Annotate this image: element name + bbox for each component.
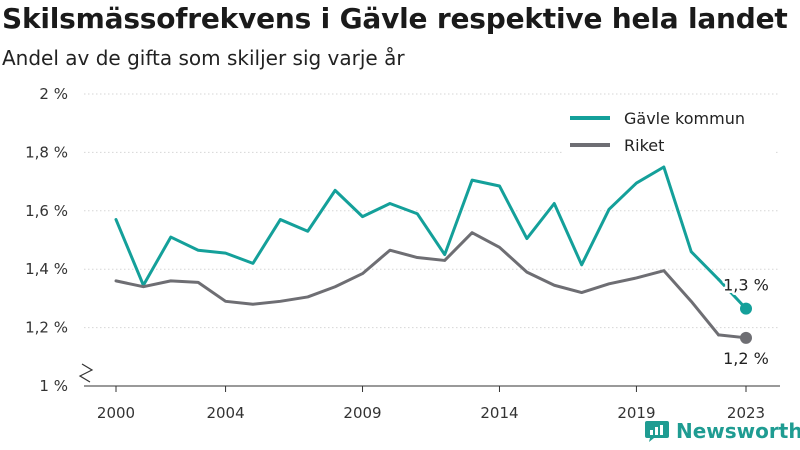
legend-label-0: Gävle kommun: [624, 109, 745, 128]
end-label-1: 1,2 %: [723, 349, 769, 368]
end-label-0: 1,3 %: [723, 276, 769, 295]
legend: Gävle kommun Riket: [562, 100, 774, 158]
end-markers: 1,3 % 1,2 %: [721, 273, 772, 370]
chart-subtitle: Andel av de gifta som skiljer sig varje …: [2, 46, 405, 70]
x-tick-label: 2009: [343, 404, 381, 422]
newsworthy-logo-icon: [645, 421, 669, 442]
brand-logo: Newsworthy: [644, 419, 800, 443]
x-tick-label: 2019: [617, 404, 655, 422]
series-line-1: [114, 231, 721, 337]
x-tick-label: 2000: [97, 404, 135, 422]
y-axis-tick-labels: 1 % 1,2 % 1,4 % 1,6 % 1,8 % 2 %: [25, 85, 68, 395]
y-tick-label: 2 %: [39, 85, 68, 103]
chart-title: Skilsmässofrekvens i Gävle respektive he…: [2, 2, 788, 35]
legend-label-1: Riket: [624, 136, 664, 155]
y-tick-label: 1,8 %: [25, 143, 68, 161]
end-marker-0: [740, 302, 752, 315]
series-last-segment-0: [717, 277, 748, 311]
series-line-0: [114, 165, 721, 287]
x-tick-label: 2004: [206, 404, 244, 422]
axis-break-icon: [78, 363, 94, 383]
x-tick-label: 2014: [480, 404, 518, 422]
series-lines: [114, 165, 748, 340]
brand-name: Newsworthy: [676, 419, 800, 443]
y-tick-label: 1,2 %: [25, 319, 68, 337]
legend-background: [562, 100, 774, 158]
y-tick-label: 1 %: [39, 377, 68, 395]
y-tick-label: 1,6 %: [25, 202, 68, 220]
x-axis: 2000 2004 2009 2014 2019 2023: [78, 363, 780, 422]
y-tick-label: 1,4 %: [25, 260, 68, 278]
end-marker-1: [740, 331, 752, 344]
x-tick-label: 2023: [727, 404, 765, 422]
